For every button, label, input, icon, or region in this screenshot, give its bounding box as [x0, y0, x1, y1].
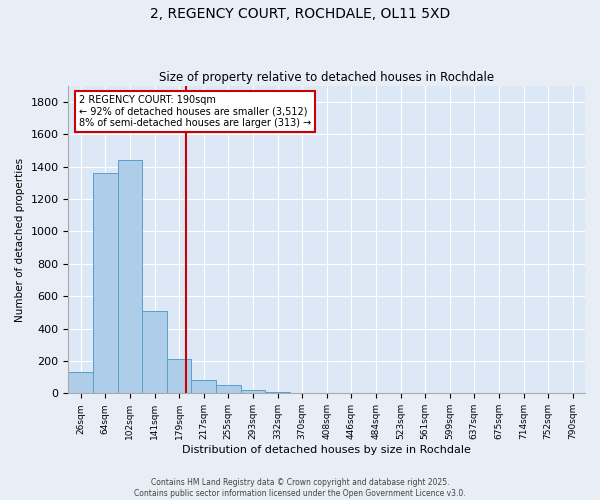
Text: 2 REGENCY COURT: 190sqm
← 92% of detached houses are smaller (3,512)
8% of semi-: 2 REGENCY COURT: 190sqm ← 92% of detache…	[79, 95, 311, 128]
Title: Size of property relative to detached houses in Rochdale: Size of property relative to detached ho…	[159, 72, 494, 85]
Bar	[93, 173, 118, 394]
Bar	[290, 392, 314, 394]
Bar	[118, 160, 142, 394]
Bar	[191, 380, 216, 394]
Bar	[167, 358, 191, 394]
X-axis label: Distribution of detached houses by size in Rochdale: Distribution of detached houses by size …	[182, 445, 471, 455]
Y-axis label: Number of detached properties: Number of detached properties	[15, 158, 25, 322]
Bar	[265, 392, 290, 394]
Bar	[216, 386, 241, 394]
Bar	[142, 311, 167, 394]
Text: 2, REGENCY COURT, ROCHDALE, OL11 5XD: 2, REGENCY COURT, ROCHDALE, OL11 5XD	[150, 8, 450, 22]
Bar	[68, 372, 93, 394]
Text: Contains HM Land Registry data © Crown copyright and database right 2025.
Contai: Contains HM Land Registry data © Crown c…	[134, 478, 466, 498]
Bar	[241, 390, 265, 394]
